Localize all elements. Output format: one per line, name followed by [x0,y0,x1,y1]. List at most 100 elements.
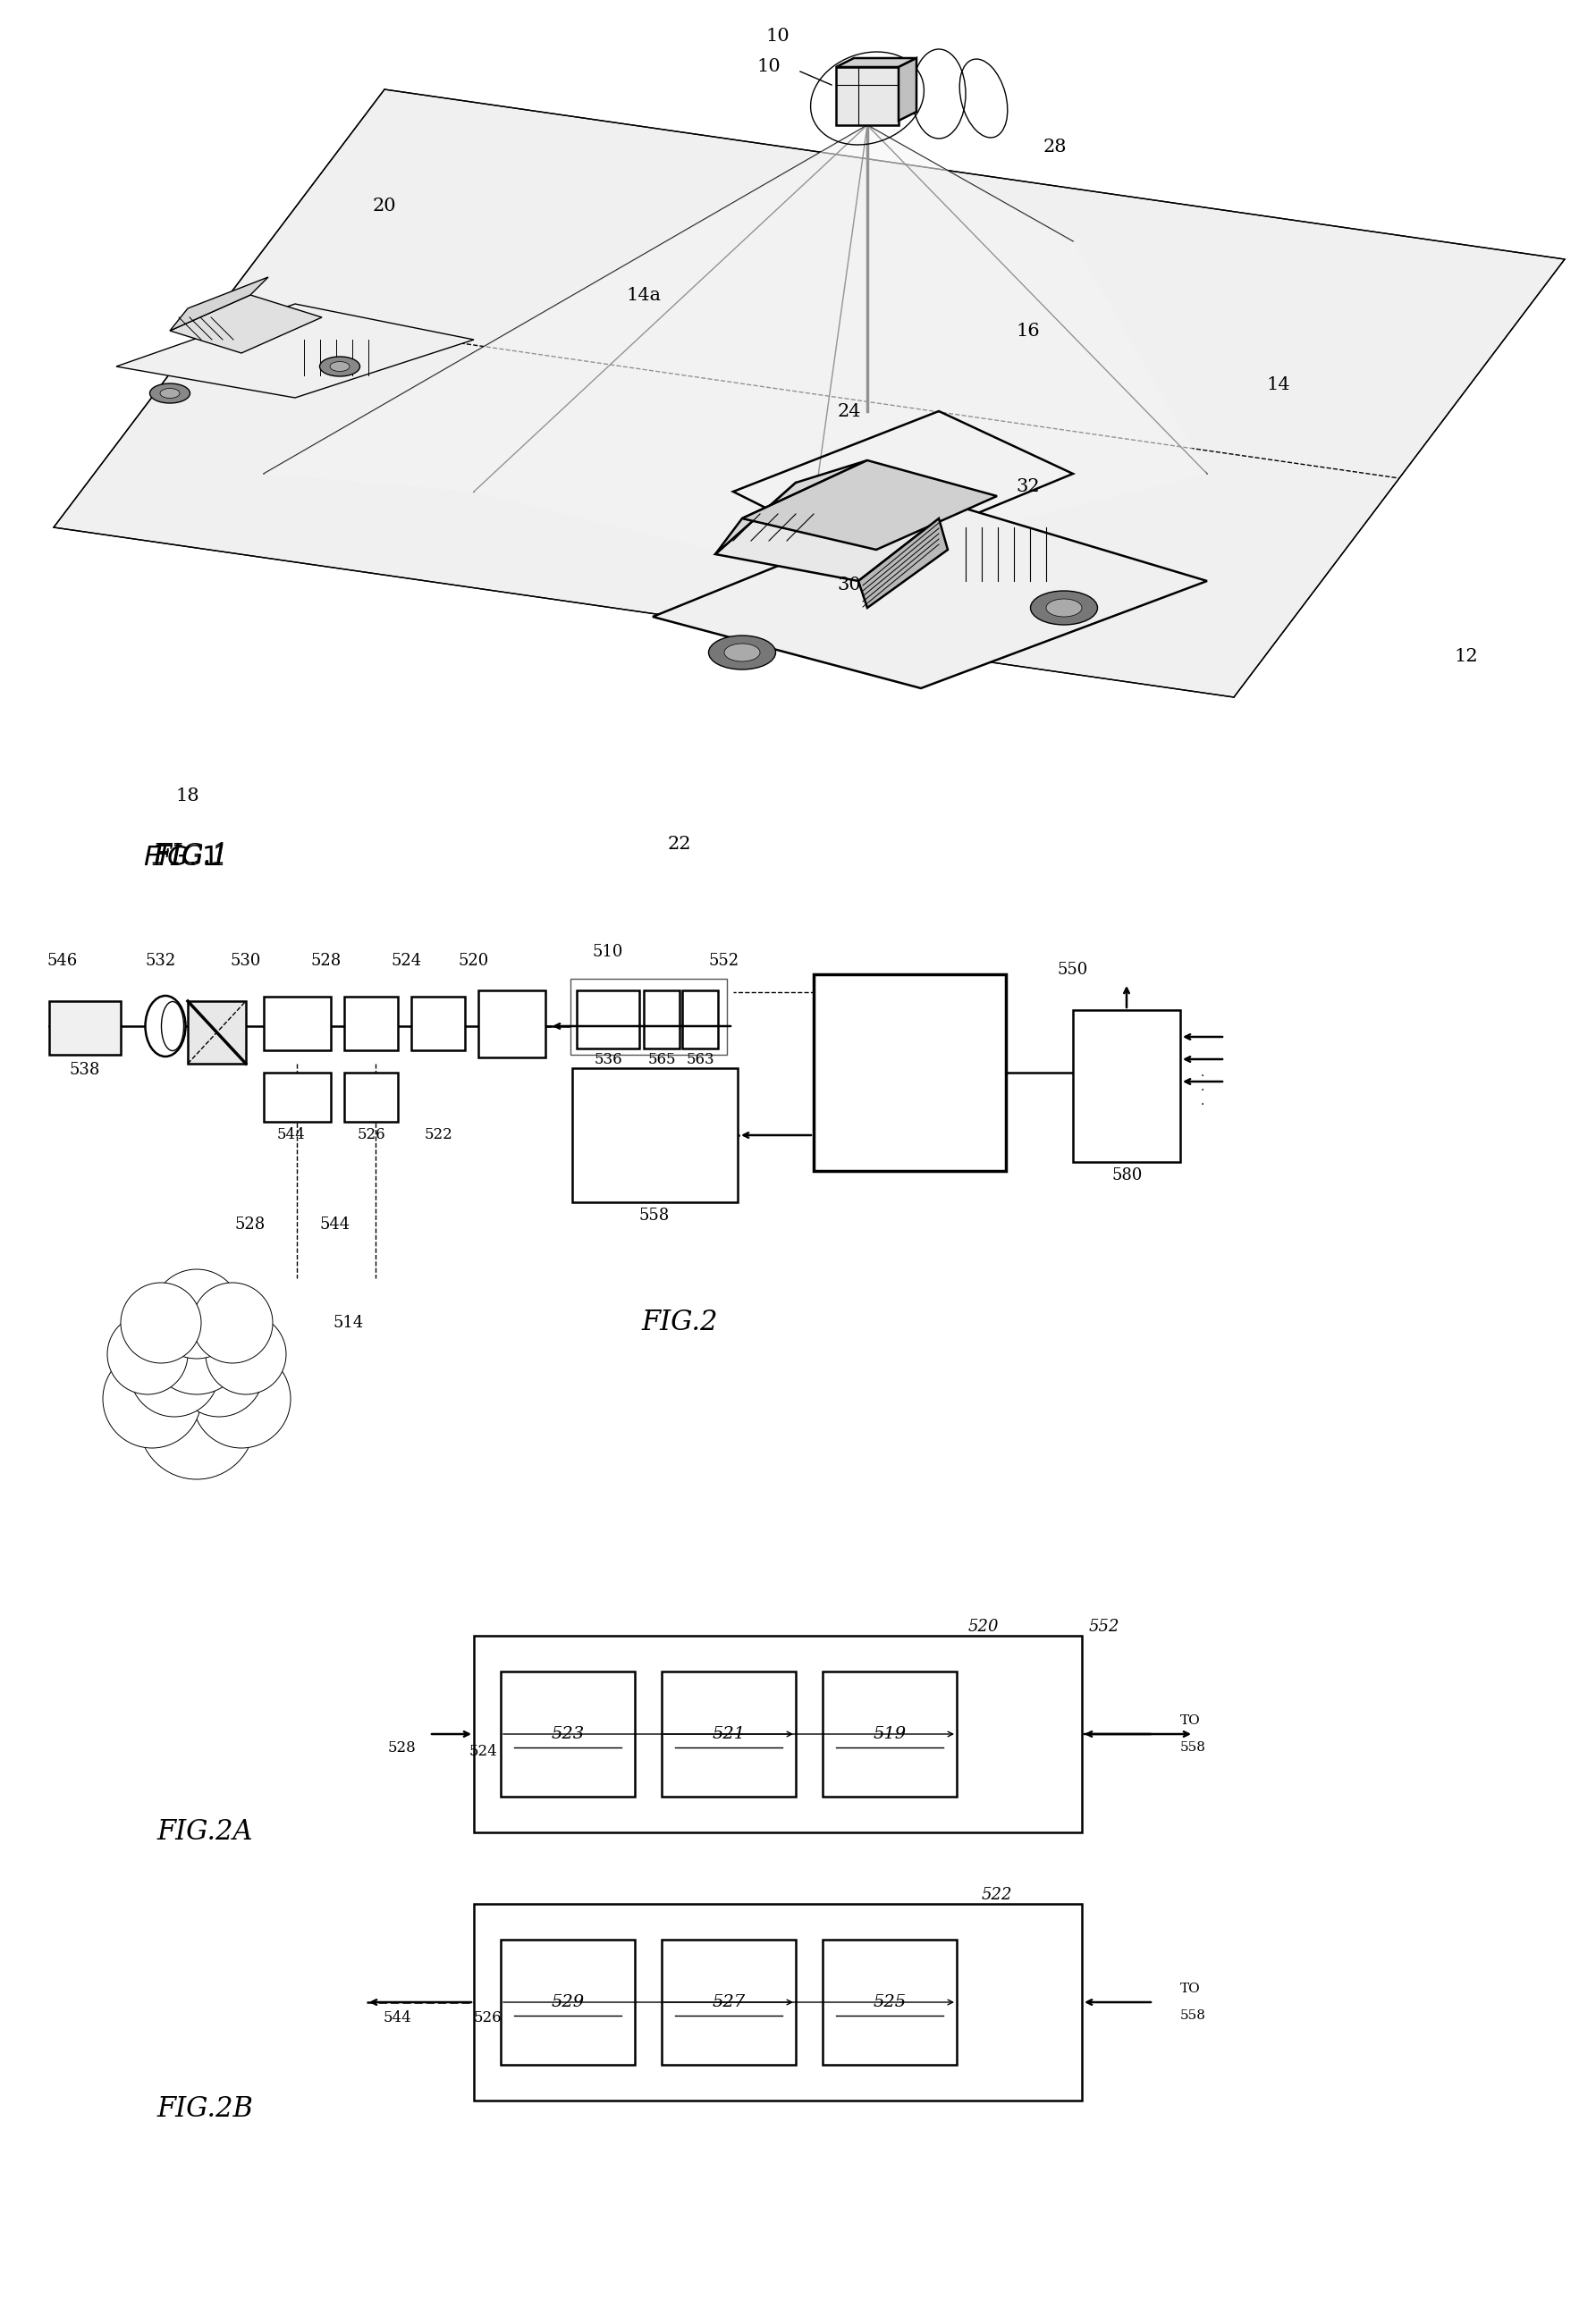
Text: 22: 22 [667,837,691,853]
Bar [1073,1011,1179,1162]
Bar [479,990,546,1057]
Bar [412,997,464,1050]
Bar [822,1671,956,1796]
Text: 514: 514 [334,1315,364,1332]
Bar [662,1671,796,1796]
Polygon shape [117,304,474,397]
Text: 12: 12 [1454,648,1478,665]
Ellipse shape [330,363,350,372]
Bar [501,1671,635,1796]
Circle shape [147,1297,246,1394]
Text: 528: 528 [311,953,342,969]
Ellipse shape [160,388,180,397]
Circle shape [206,1313,286,1394]
Circle shape [139,1364,255,1480]
Text: FIG.2B: FIG.2B [156,2096,252,2124]
Polygon shape [169,277,268,330]
Text: 14a: 14a [626,286,661,304]
Text: 544: 544 [276,1127,305,1143]
Text: 528: 528 [235,1215,265,1232]
Text: 522: 522 [425,1127,452,1143]
Bar [573,1069,737,1202]
Bar [474,1903,1082,2101]
Bar [49,1002,121,1055]
Ellipse shape [1045,600,1082,616]
Text: 524: 524 [469,1745,496,1759]
Text: 558: 558 [638,1208,670,1225]
Text: 552: 552 [709,953,739,969]
Text: 536: 536 [594,1050,622,1067]
Polygon shape [54,88,1564,697]
Text: FIG.2: FIG.2 [642,1308,718,1336]
Bar [263,1074,330,1122]
Text: 16: 16 [1017,323,1041,339]
Bar [263,997,330,1050]
Bar [814,974,1005,1171]
Bar [681,990,718,1048]
Bar [570,978,726,1055]
Text: TO: TO [1179,1982,1200,1994]
Polygon shape [899,58,916,121]
Text: 30: 30 [838,576,862,595]
Circle shape [129,1327,219,1418]
Text: 524: 524 [391,953,421,969]
Text: 544: 544 [383,2010,412,2027]
Text: 519: 519 [873,1727,907,1743]
Bar [662,1941,796,2064]
Text: 520: 520 [458,953,490,969]
Circle shape [192,1283,273,1364]
Ellipse shape [150,383,190,402]
Text: ·
·
·: · · · [1200,1069,1205,1111]
Ellipse shape [709,634,776,669]
Text: 563: 563 [686,1050,715,1067]
Text: TO: TO [1179,1715,1200,1727]
Bar [345,997,397,1050]
Polygon shape [742,460,998,551]
Text: FIG.1: FIG.1 [152,844,228,869]
Text: 10: 10 [757,58,780,74]
Polygon shape [263,125,1207,572]
Text: 520: 520 [969,1620,999,1634]
Polygon shape [715,483,938,581]
Text: 526: 526 [472,2010,501,2027]
Bar [474,1636,1082,1831]
Bar [501,1941,635,2064]
Text: 526: 526 [358,1127,385,1143]
Text: 580: 580 [1112,1167,1143,1183]
Bar [822,1941,956,2064]
Ellipse shape [145,995,185,1057]
Bar [836,67,899,125]
Bar [643,990,680,1048]
Polygon shape [859,518,948,609]
Text: 558: 558 [1179,1741,1207,1755]
Text: FIG.2A: FIG.2A [156,1817,252,1845]
Ellipse shape [725,644,760,662]
Text: 530: 530 [230,953,262,969]
Text: 538: 538 [70,1062,101,1078]
Bar [188,1002,246,1064]
Text: 528: 528 [388,1741,417,1755]
Text: 14: 14 [1267,376,1291,393]
Text: 565: 565 [648,1050,675,1067]
Text: 546: 546 [48,953,78,969]
Text: 550: 550 [1058,962,1088,978]
Text: 10: 10 [766,28,790,44]
Circle shape [121,1283,201,1364]
Text: 28: 28 [1044,139,1066,156]
Text: 529: 529 [551,1994,584,2010]
Text: 544: 544 [321,1215,351,1232]
Text: $\mathit{F}$$\mathit{IG.1}$: $\mathit{F}$$\mathit{IG.1}$ [144,844,219,872]
Circle shape [102,1350,201,1448]
Text: 510: 510 [592,944,624,960]
Circle shape [152,1269,241,1360]
Text: FIG.1: FIG.1 [152,844,228,872]
Circle shape [107,1313,188,1394]
Ellipse shape [319,356,359,376]
Polygon shape [715,460,867,553]
Text: 552: 552 [1088,1620,1120,1634]
Bar [345,1074,397,1122]
Circle shape [192,1350,290,1448]
Bar [576,990,640,1048]
Text: 24: 24 [838,402,862,421]
Circle shape [174,1327,263,1418]
